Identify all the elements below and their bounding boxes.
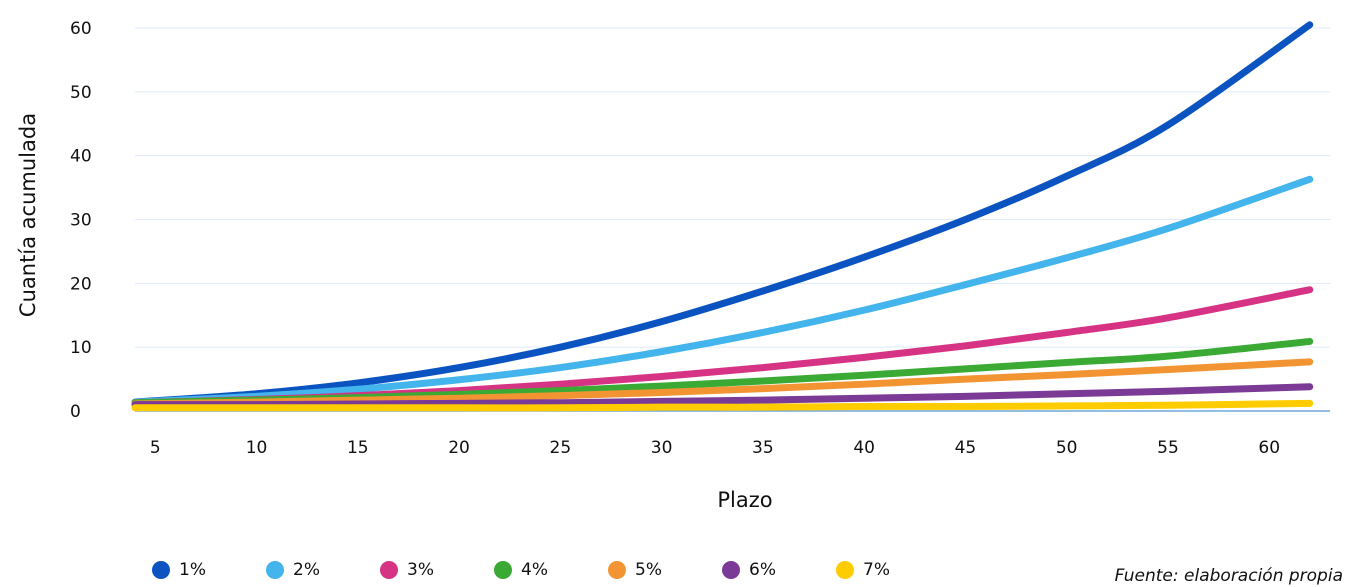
legend-item: 7% <box>836 560 950 580</box>
legend: 1% 2% 3% 4% 5% 6% 7% <box>152 560 950 580</box>
legend-label: 4% <box>521 560 548 580</box>
legend-label: 3% <box>407 560 434 580</box>
y-tick-label: 50 <box>70 83 92 103</box>
x-tick-label: 60 <box>1258 438 1280 458</box>
x-tick-label: 40 <box>853 438 875 458</box>
y-tick-label: 30 <box>70 211 92 231</box>
x-tick-label: 10 <box>246 438 268 458</box>
x-tick-label: 15 <box>347 438 369 458</box>
legend-swatch <box>494 561 512 579</box>
legend-label: 2% <box>293 560 320 580</box>
x-tick-label: 35 <box>752 438 774 458</box>
series-line-1pct <box>135 25 1310 402</box>
legend-item: 5% <box>608 560 722 580</box>
x-axis-title: Plazo <box>717 488 772 512</box>
legend-swatch <box>152 561 170 579</box>
legend-item: 6% <box>722 560 836 580</box>
legend-item: 3% <box>380 560 494 580</box>
legend-swatch <box>380 561 398 579</box>
y-tick-label: 0 <box>70 402 81 422</box>
x-tick-label: 5 <box>150 438 161 458</box>
source-note: Fuente: elaboración propia <box>1115 566 1343 586</box>
series-lines <box>135 25 1310 408</box>
legend-item: 4% <box>494 560 608 580</box>
y-tick-labels: 0 10 20 30 40 50 60 <box>70 19 92 422</box>
y-tick-label: 40 <box>70 147 92 167</box>
legend-label: 6% <box>749 560 776 580</box>
legend-item: 2% <box>266 560 380 580</box>
legend-label: 5% <box>635 560 662 580</box>
x-tick-label: 45 <box>955 438 977 458</box>
legend-swatch <box>266 561 284 579</box>
x-tick-label: 25 <box>550 438 572 458</box>
y-tick-label: 20 <box>70 274 92 294</box>
legend-swatch <box>836 561 854 579</box>
legend-item: 1% <box>152 560 266 580</box>
x-tick-label: 20 <box>448 438 470 458</box>
x-tick-labels: 5 10 15 20 25 30 35 40 45 50 55 60 <box>150 438 1280 458</box>
y-axis-title: Cuantía acumulada <box>16 113 40 317</box>
x-tick-label: 55 <box>1157 438 1179 458</box>
y-tick-label: 10 <box>70 338 92 358</box>
legend-swatch <box>608 561 626 579</box>
legend-label: 7% <box>863 560 890 580</box>
x-tick-label: 50 <box>1056 438 1078 458</box>
y-tick-label: 60 <box>70 19 92 39</box>
legend-swatch <box>722 561 740 579</box>
x-tick-label: 30 <box>651 438 673 458</box>
legend-label: 1% <box>179 560 206 580</box>
